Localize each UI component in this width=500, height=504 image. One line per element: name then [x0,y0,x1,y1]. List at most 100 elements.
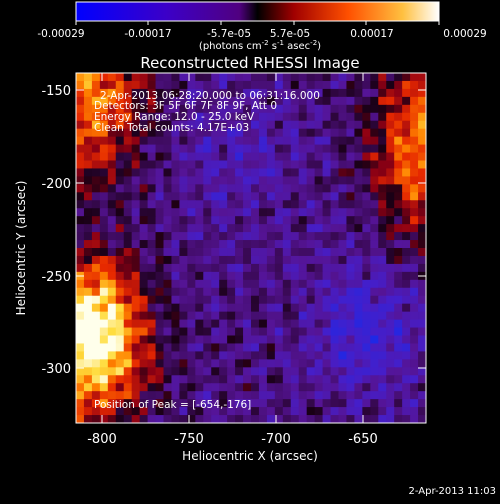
image-pixel [290,351,300,360]
image-pixel [171,184,180,193]
image-pixel [266,263,276,273]
y-tick-label: -200 [41,177,71,192]
image-pixel [258,327,268,337]
image-pixel [179,311,188,321]
image-pixel [338,80,348,90]
image-pixel [258,407,268,416]
image-pixel [251,343,260,352]
image-pixel [330,136,340,146]
image-pixel [298,232,308,241]
image-pixel [171,359,180,368]
image-pixel [235,351,244,360]
image-pixel [282,303,292,313]
image-pixel [346,136,355,146]
image-pixel [115,136,125,146]
image-pixel [139,80,149,90]
image-pixel [251,224,260,233]
image-pixel [179,168,188,177]
image-pixel [370,383,379,392]
image-pixel [76,279,85,289]
image-pixel [147,168,157,177]
image-pixel [330,104,340,114]
image-pixel [211,80,220,90]
image-pixel [107,303,117,313]
image-pixel [76,152,85,162]
image-pixel [306,335,316,345]
image-pixel [187,232,196,241]
image-pixel [418,144,426,154]
image-pixel [227,152,236,162]
image-pixel [370,248,379,257]
image-pixel [83,192,93,201]
image-pixel [99,295,109,305]
image-pixel [394,383,403,392]
image-pixel [155,287,165,297]
image-pixel [330,152,340,162]
image-pixel [187,271,196,281]
image-pixel [282,271,292,281]
image-pixel [115,73,125,82]
image-pixel [338,160,348,170]
image-pixel [418,255,426,265]
image-pixel [330,88,340,98]
image-pixel [235,391,244,400]
image-pixel [274,88,284,98]
image-pixel [314,200,324,209]
image-pixel [258,375,268,384]
image-pixel [354,415,363,423]
image-pixel [258,96,268,106]
image-pixel [155,295,165,305]
image-pixel [274,279,284,289]
image-pixel [338,200,348,209]
image-pixel [211,311,220,321]
image-pixel [123,88,133,98]
image-pixel [227,136,236,146]
image-pixel [83,263,93,273]
image-pixel [346,255,355,265]
image-pixel [83,311,93,321]
image-pixel [171,176,180,185]
image-pixel [251,327,260,337]
image-pixel [76,88,85,98]
image-pixel [203,200,212,209]
image-pixel [179,327,188,337]
image-pixel [147,200,157,209]
image-pixel [171,200,180,209]
image-pixel [171,327,180,337]
image-pixel [410,208,419,217]
image-pixel [266,359,276,368]
image-pixel [147,343,157,352]
image-pixel [139,216,149,225]
image-pixel [155,383,165,392]
image-pixel [402,367,411,376]
image-pixel [354,295,363,305]
image-pixel [179,248,188,257]
image-pixel [322,73,332,82]
image-pixel [107,88,117,98]
image-pixel [235,279,244,289]
image-pixel [155,335,165,345]
image-pixel [274,160,284,170]
image-pixel [362,88,371,98]
image-pixel [322,255,332,265]
image-pixel [76,120,85,130]
colorbar-tick-label: 0.00029 [443,28,486,40]
image-pixel [330,303,340,313]
image-pixel [258,208,268,217]
image-pixel [306,144,316,154]
image-pixel [83,200,93,209]
image-pixel [115,232,125,241]
image-pixel [171,367,180,376]
image-pixel [330,271,340,281]
image-pixel [195,248,204,257]
image-pixel [290,383,300,392]
image-pixel [83,128,93,138]
image-pixel [402,255,411,265]
image-pixel [187,311,196,321]
image-pixel [322,391,332,400]
x-tick-label: -700 [261,432,291,447]
image-pixel [402,88,411,98]
colorbar-tick-label: 0.00017 [350,28,393,40]
image-pixel [306,160,316,170]
image-pixel [115,375,125,384]
